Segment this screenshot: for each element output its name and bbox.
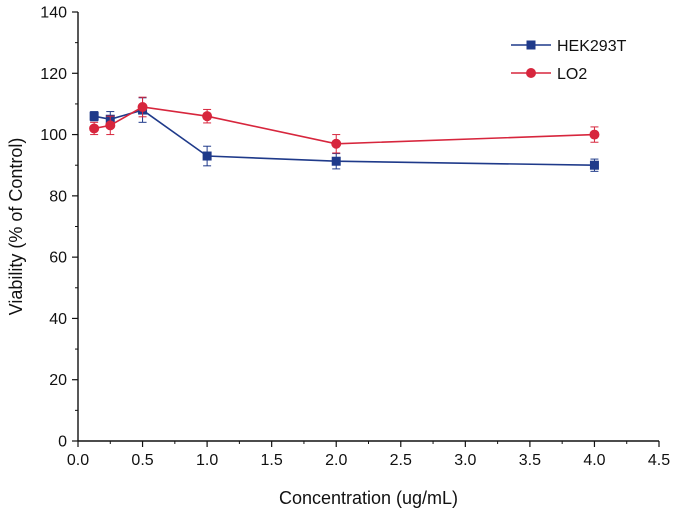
x-tick-label: 2.5 (390, 452, 412, 469)
y-tick-label: 20 (49, 372, 67, 389)
x-tick-label: 4.0 (583, 452, 605, 469)
y-tick-label: 140 (40, 5, 67, 22)
legend-label-hek293t: HEK293T (557, 38, 627, 55)
series-line-lo2 (93, 106, 595, 145)
y-tick-label: 100 (40, 127, 67, 144)
x-tick-label: 3.0 (454, 452, 476, 469)
legend-marker-lo2 (526, 68, 536, 78)
y-tick-label: 80 (49, 188, 67, 205)
plot-area: 0.0 0.5 1.0 1.5 2.0 2.5 3.0 3.5 4.0 4.5 0 20 40 60 80 1… (40, 5, 670, 470)
data-point-hek293t (89, 111, 99, 121)
x-tick-label: 2.0 (325, 452, 347, 469)
legend-label-lo2: LO2 (557, 66, 587, 83)
x-tick-label: 1.0 (196, 452, 218, 469)
data-point-lo2 (89, 123, 100, 134)
x-tick-label: 1.5 (261, 452, 283, 469)
x-tick-label: 0.5 (131, 452, 153, 469)
y-axis-title: Viability (% of Control) (6, 138, 26, 316)
y-tick-label: 0 (58, 434, 67, 451)
data-point-lo2 (589, 129, 600, 140)
data-point-hek293t (202, 151, 212, 161)
legend: HEK293T LO2 (511, 38, 627, 83)
x-axis-title: Concentration (ug/mL) (279, 488, 458, 508)
data-point-hek293t (589, 160, 599, 170)
x-tick-label: 3.5 (519, 452, 541, 469)
x-tick-label: 0.0 (67, 452, 89, 469)
data-point-lo2 (202, 111, 213, 122)
y-tick-label: 40 (49, 311, 67, 328)
data-point-lo2 (331, 138, 342, 149)
y-tick-label: 60 (49, 250, 67, 267)
y-tick-label: 120 (40, 66, 67, 83)
data-point-lo2 (105, 120, 116, 131)
x-tick-label: 4.5 (648, 452, 670, 469)
legend-marker-hek293t (526, 40, 536, 50)
data-point-hek293t (331, 156, 341, 166)
data-point-lo2 (137, 101, 148, 112)
